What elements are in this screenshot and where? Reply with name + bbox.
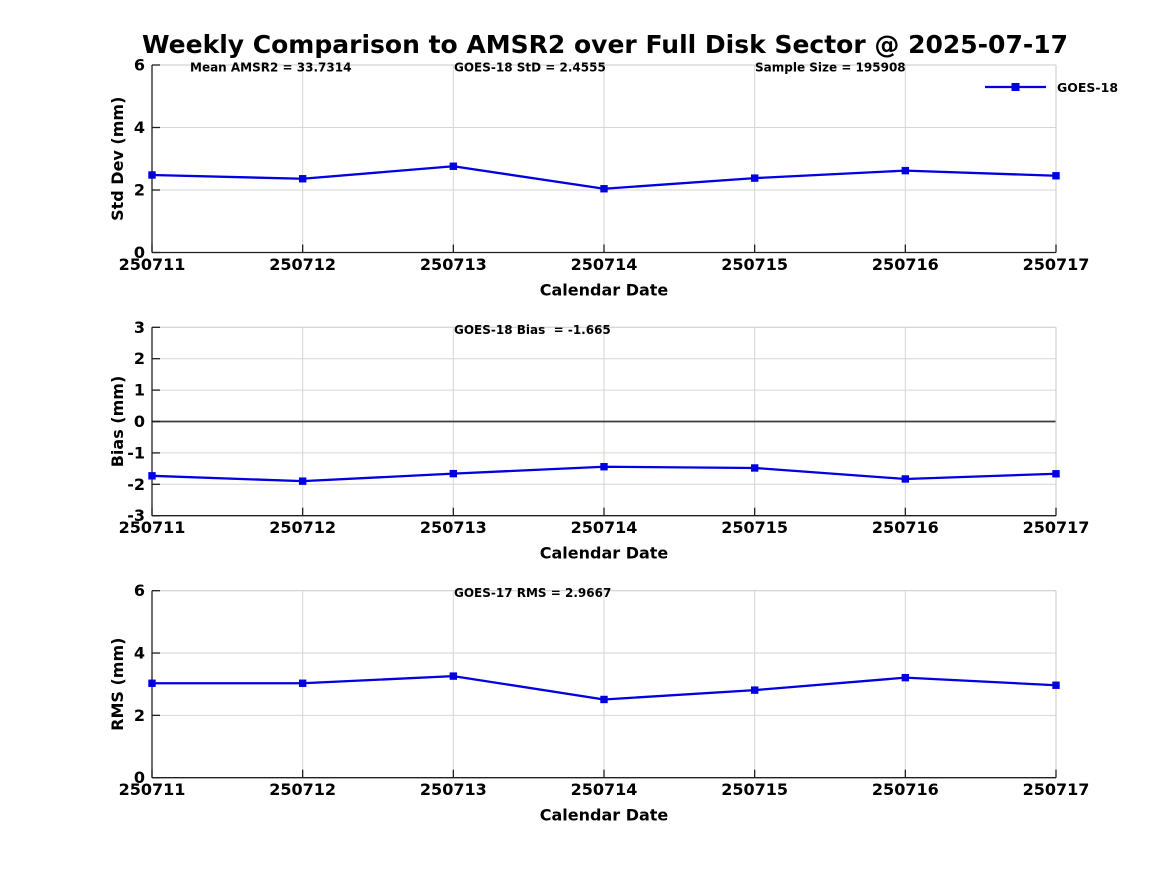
y-axis-label: Bias (mm) [108,376,127,468]
legend-marker [1011,83,1020,91]
x-tick-label: 250713 [420,255,487,274]
data-point-marker [600,463,608,471]
y-tick-label: 3 [134,318,145,337]
data-point-marker [600,695,608,704]
y-tick-label: -2 [127,475,145,494]
x-tick-label: 250716 [872,255,939,274]
data-point-marker [1052,470,1060,478]
y-tick-label: 2 [134,349,145,368]
data-point-marker [148,679,156,687]
x-tick-label: 250713 [420,780,487,799]
x-tick-label: 250712 [269,255,336,274]
x-tick-label: 250711 [119,518,186,537]
data-point-marker [148,171,156,179]
data-point-marker [901,475,910,483]
x-tick-label: 250716 [872,780,939,799]
x-tick-label: 250712 [269,518,336,537]
annotation: Sample Size = 195908 [755,61,906,75]
y-tick-label: 2 [134,706,145,725]
x-tick-label: 250711 [119,255,186,274]
x-axis-label: Calendar Date [540,806,669,825]
y-tick-label: -3 [127,506,145,525]
annotation: GOES-18 StD = 2.4555 [454,61,606,75]
data-point-marker [750,174,759,182]
x-tick-label: 250715 [721,518,788,537]
data-point-marker [449,469,458,478]
annotation: GOES-17 RMS = 2.9667 [454,586,611,600]
data-point-marker [449,162,458,170]
x-tick-label: 250714 [571,518,638,537]
subplot-rms: 0 2 4 6 250711 250712 250713 250714 250715 250716… [108,581,1089,825]
x-tick-label: 250717 [1023,518,1090,537]
y-tick-label: 0 [134,412,145,431]
data-point-marker [1052,172,1060,180]
x-tick-label: 250712 [269,780,336,799]
data-point-marker [449,672,458,680]
x-tick-label: 250713 [420,518,487,537]
data-point-marker [298,175,307,183]
y-tick-label: 4 [134,118,145,137]
x-tick-label: 250715 [721,780,788,799]
data-point-marker [750,464,759,472]
annotation: GOES-18 Bias = -1.665 [454,323,611,337]
annotation: Mean AMSR2 = 33.7314 [190,61,351,75]
y-tick-label: 0 [134,243,145,262]
y-tick-label: 1 [134,381,145,400]
y-tick-label: 6 [134,56,145,75]
x-tick-label: 250715 [721,255,788,274]
x-axis-label: Calendar Date [540,281,669,300]
data-point-marker [148,472,156,480]
y-tick-label: 4 [134,644,145,663]
data-point-marker [901,166,910,175]
data-point-marker [750,686,759,694]
x-tick-label: 250714 [571,780,638,799]
subplot-std-dev: 0 2 4 6 250711 250712 250713 250714 250715 250716… [108,56,1118,300]
y-axis-label: RMS (mm) [108,638,127,731]
legend-label: GOES-18 [1057,80,1118,95]
data-point-marker [901,673,910,682]
y-tick-label: 0 [134,768,145,787]
x-tick-label: 250714 [571,255,638,274]
data-point-marker [298,477,307,485]
data-point-marker [298,679,307,687]
x-tick-label: 250716 [872,518,939,537]
y-tick-label: -1 [127,443,145,462]
x-axis-label: Calendar Date [540,544,669,563]
y-tick-label: 6 [134,581,145,600]
x-tick-label: 250717 [1023,780,1090,799]
figure-title: Weekly Comparison to AMSR2 over Full Dis… [141,30,1069,59]
subplot-bias: -3 -2 -1 0 1 2 3 250711 250712 250713 250714 250715… [108,318,1089,563]
y-tick-label: 2 [134,181,145,200]
x-tick-label: 250711 [119,780,186,799]
data-point-marker [1052,681,1060,689]
x-tick-label: 250717 [1023,255,1090,274]
y-axis-label: Std Dev (mm) [108,97,127,221]
data-point-marker [600,185,608,193]
